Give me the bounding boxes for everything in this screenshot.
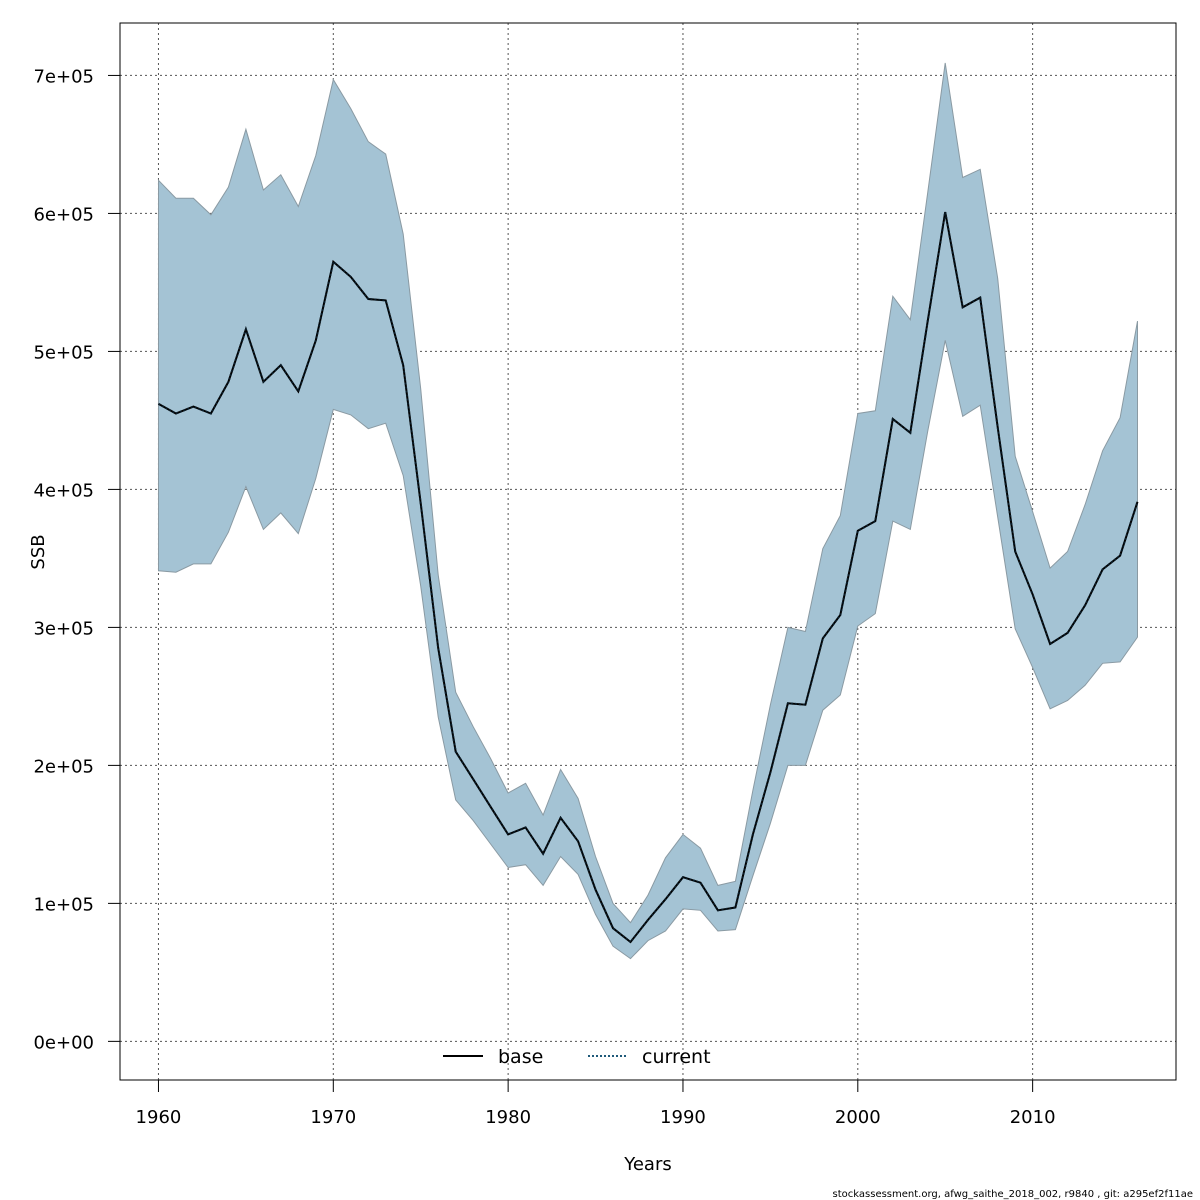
x-tick-label-1980: 1980	[485, 1107, 531, 1128]
y-axis: 0e+00 1e+05 2e+05 3e+05 4e+05 5e+05 6e+05 7e+05	[33, 66, 121, 1053]
x-tick-label-1990: 1990	[660, 1107, 706, 1128]
y-tick-label-2: 2e+05	[33, 756, 94, 777]
legend-base-label: base	[498, 1046, 543, 1068]
y-tick-label-3: 3e+05	[33, 618, 94, 639]
x-tick-label-2010: 2010	[1010, 1107, 1056, 1128]
y-tick-label-4: 4e+05	[33, 480, 94, 501]
legend-current-label: current	[642, 1046, 711, 1068]
y-axis-title: SSB	[28, 534, 49, 569]
x-tick-label-1970: 1970	[310, 1107, 356, 1128]
x-axis-title: Years	[623, 1154, 672, 1175]
legend: base current	[443, 1046, 711, 1068]
y-tick-label-5: 5e+05	[33, 342, 94, 363]
y-tick-label-7: 7e+05	[33, 66, 94, 87]
grid	[120, 23, 1176, 1080]
y-tick-label-6: 6e+05	[33, 204, 94, 225]
series-line-current	[158, 211, 1139, 944]
y-tick-label-0: 0e+00	[33, 1032, 94, 1053]
x-axis: 1960 1970 1980 1990 2000 2010	[136, 1079, 1056, 1128]
x-tick-label-2000: 2000	[835, 1107, 881, 1128]
footer-source: stockassessment.org, afwg_saithe_2018_00…	[833, 1189, 1193, 1200]
series-lines	[158, 211, 1139, 944]
confidence-band-layer	[158, 62, 1138, 960]
y-tick-label-1: 1e+05	[33, 894, 94, 915]
x-tick-label-1960: 1960	[136, 1107, 182, 1128]
confidence-band	[158, 62, 1138, 960]
